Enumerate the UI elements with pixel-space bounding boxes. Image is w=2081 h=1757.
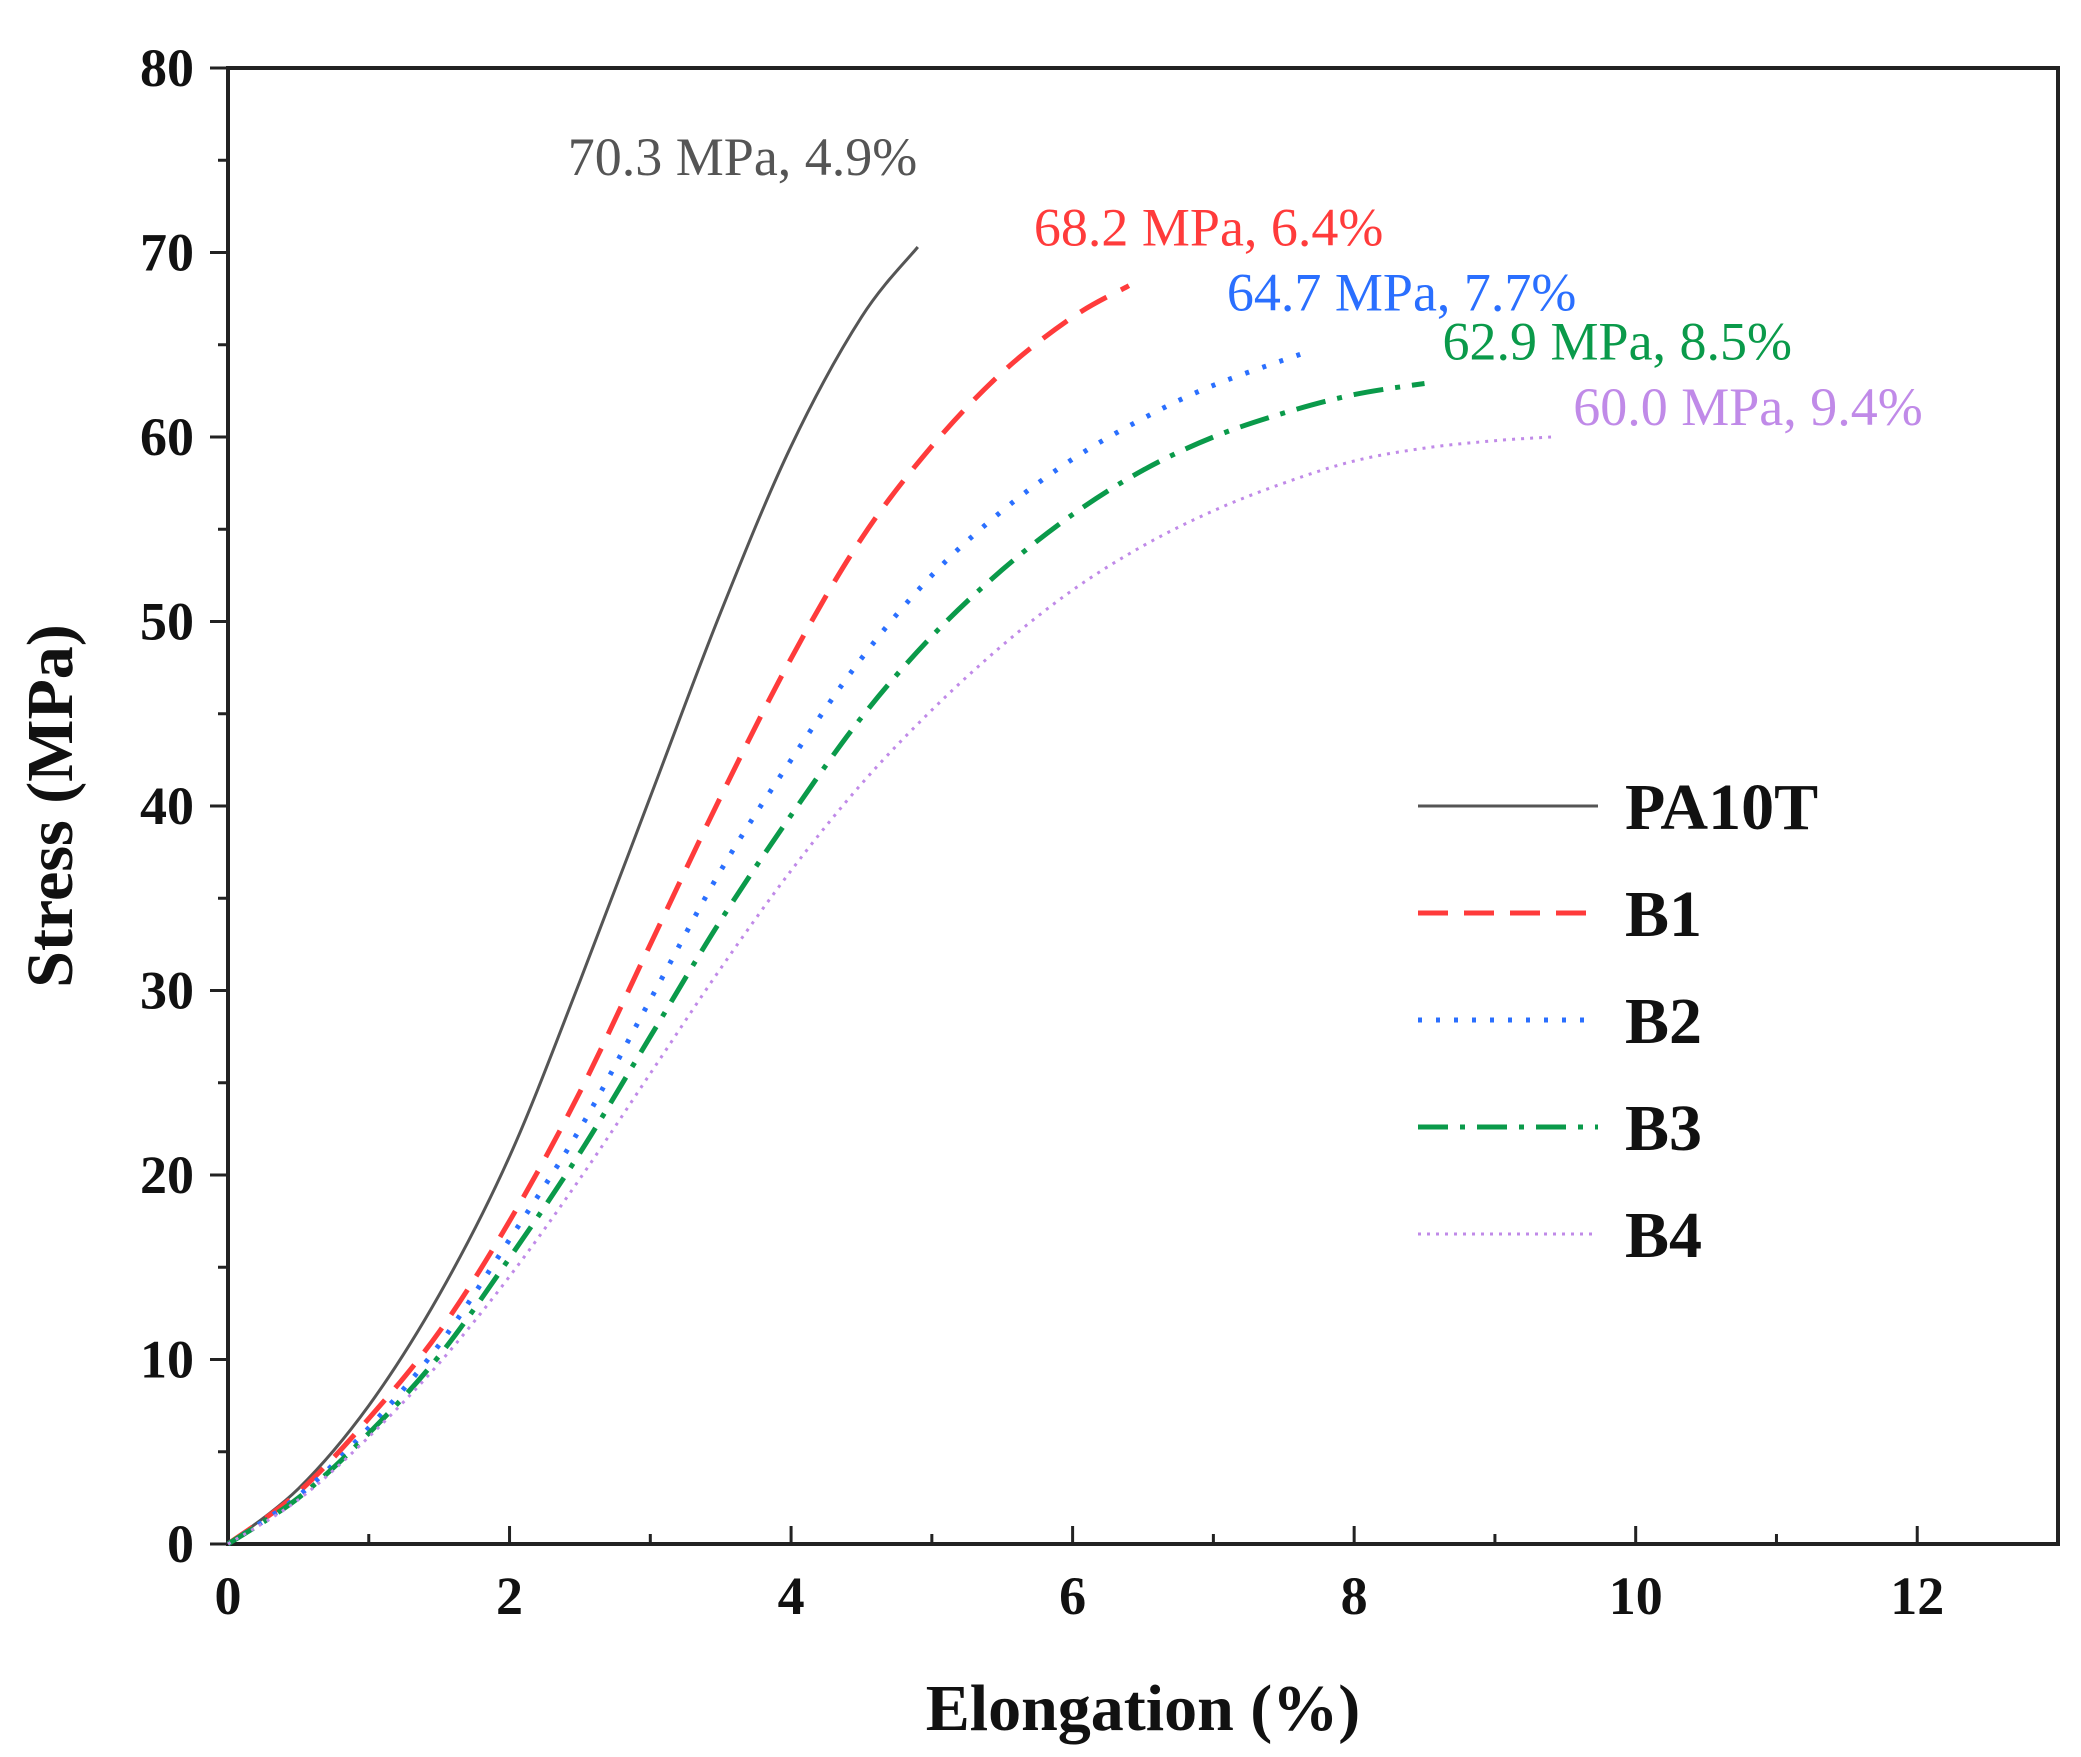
x-tick-label: 6 — [1059, 1566, 1086, 1626]
y-tick-label: 40 — [140, 776, 194, 836]
legend: PA10T B1 B2 B3 B4 — [1418, 771, 1818, 1272]
legend-label-b4: B4 — [1625, 1199, 1702, 1272]
axis-ticks: 0 2 4 6 8 10 12 0 10 20 30 40 50 60 70 80 — [140, 38, 2060, 1626]
series-line-b4 — [227, 435, 1552, 1546]
x-tick-label: 2 — [496, 1566, 523, 1626]
legend-label-b2: B2 — [1625, 985, 1702, 1058]
x-tick-label: 0 — [215, 1566, 242, 1626]
annotation-b4: 60.0 MPa, 9.4% — [1573, 377, 1923, 437]
y-tick-label: 70 — [140, 223, 194, 283]
series-line-b1 — [226, 283, 1131, 1547]
y-tick-label: 80 — [140, 38, 194, 98]
y-tick-label: 60 — [140, 407, 194, 467]
x-tick-label: 8 — [1341, 1566, 1368, 1626]
x-tick-label: 10 — [1609, 1566, 1663, 1626]
y-tick-label: 30 — [140, 961, 194, 1021]
peak-annotations: 70.3 MPa, 4.9% 68.2 MPa, 6.4%64.7 MPa, 7.… — [568, 127, 1923, 437]
legend-label-b1: B1 — [1625, 878, 1702, 951]
y-tick-label: 20 — [140, 1145, 194, 1205]
x-tick-label: 12 — [1890, 1566, 1944, 1626]
legend-label-pa10t: PA10T — [1625, 771, 1818, 844]
y-tick-label: 50 — [140, 592, 194, 652]
y-axis-title: Stress (MPa) — [14, 624, 87, 988]
series-line-pa10t — [227, 246, 919, 1546]
series-line-b3 — [226, 381, 1425, 1547]
x-axis-title: Elongation (%) — [926, 1672, 1361, 1745]
legend-label-b3: B3 — [1625, 1092, 1702, 1165]
annotation-b3: 62.9 MPa, 8.5% — [1443, 311, 1793, 371]
series-lines — [226, 246, 1552, 1547]
annotation-b2: 64.7 MPa, 7.7% — [1227, 262, 1577, 322]
annotation-b1: 68.2 MPa, 6.4% — [1034, 198, 1384, 258]
x-tick-label: 4 — [778, 1566, 805, 1626]
series-line-b2 — [226, 347, 1313, 1547]
annotation-pa10t: 70.3 MPa, 4.9% — [568, 127, 918, 187]
y-tick-label: 0 — [167, 1514, 194, 1574]
y-tick-label: 10 — [140, 1330, 194, 1390]
